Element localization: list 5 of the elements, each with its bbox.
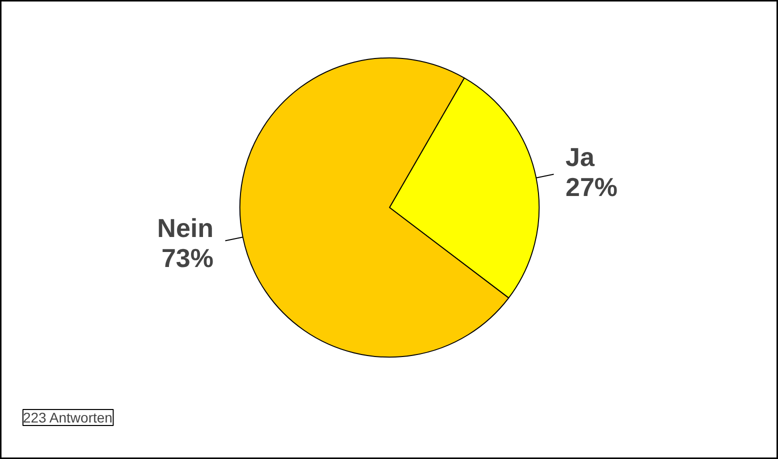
slice-label: Nein bbox=[157, 213, 214, 244]
text: 223 Antworten bbox=[22, 410, 112, 426]
slice-label: Ja bbox=[565, 142, 595, 172]
data-label: 73% bbox=[161, 243, 214, 274]
data-label: 27% bbox=[565, 172, 618, 202]
